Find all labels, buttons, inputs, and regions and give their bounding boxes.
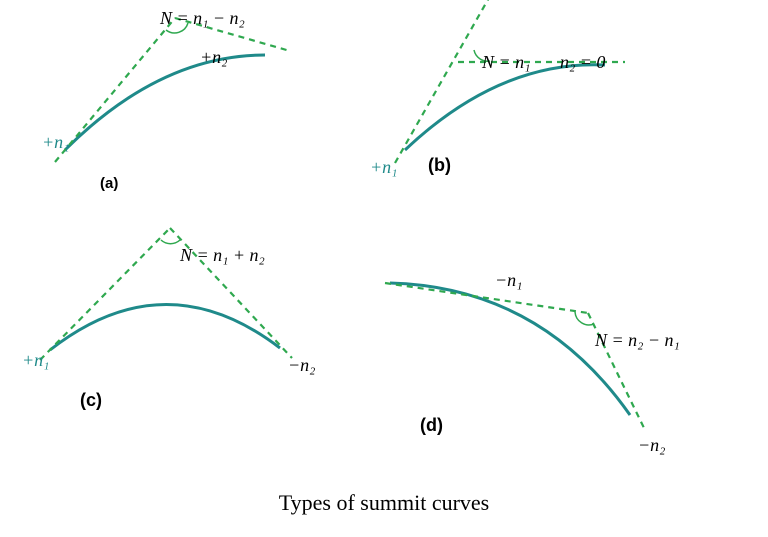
panel-b-svg [370,0,690,200]
label-b-n1: +n₁ [370,157,397,178]
tangent-b1 [395,0,498,163]
curve-c [50,304,280,350]
label-d-n1: −n₁ [495,270,522,291]
label-c-n2: −n₂ [288,355,315,376]
sublabel-d: (d) [420,415,443,436]
panel-c: +n₁ −n₂ N = n₁ + n₂ (c) [20,220,340,420]
sublabel-b: (b) [428,155,451,176]
panel-d: −n₁ −n₂ N = n₂ − n₁ (d) [370,245,730,455]
label-c-N: N = n₁ + n₂ [180,245,265,266]
tangent-c1 [40,228,170,360]
angle-arc-d [575,312,594,325]
label-c-n1: +n₁ [22,350,49,371]
label-a-N: N = n₁ − n₂ [160,8,245,29]
label-b-N: N = n₁ [482,52,530,73]
tangent-d1 [385,283,588,313]
label-a-n2: +n₂ [200,47,227,68]
label-a-n1: +n₁ [42,132,69,153]
curve-b [405,65,605,150]
label-d-N: N = n₂ − n₁ [595,330,680,351]
label-d-n2: −n₂ [638,435,665,456]
panel-a: +n₁ +n₂ N = n₁ − n₂ (a) [20,0,340,200]
sublabel-a: (a) [100,175,118,192]
sublabel-c: (c) [80,390,102,411]
angle-arc-c [161,240,180,244]
label-b-n20: n₂ = 0 [560,52,605,73]
curve-d [390,283,630,415]
curve-a [65,55,265,150]
panel-a-svg [20,0,340,200]
panel-b: +n₁ N = n₁ n₂ = 0 (b) [370,0,690,200]
figure-caption: Types of summit curves [0,490,768,516]
